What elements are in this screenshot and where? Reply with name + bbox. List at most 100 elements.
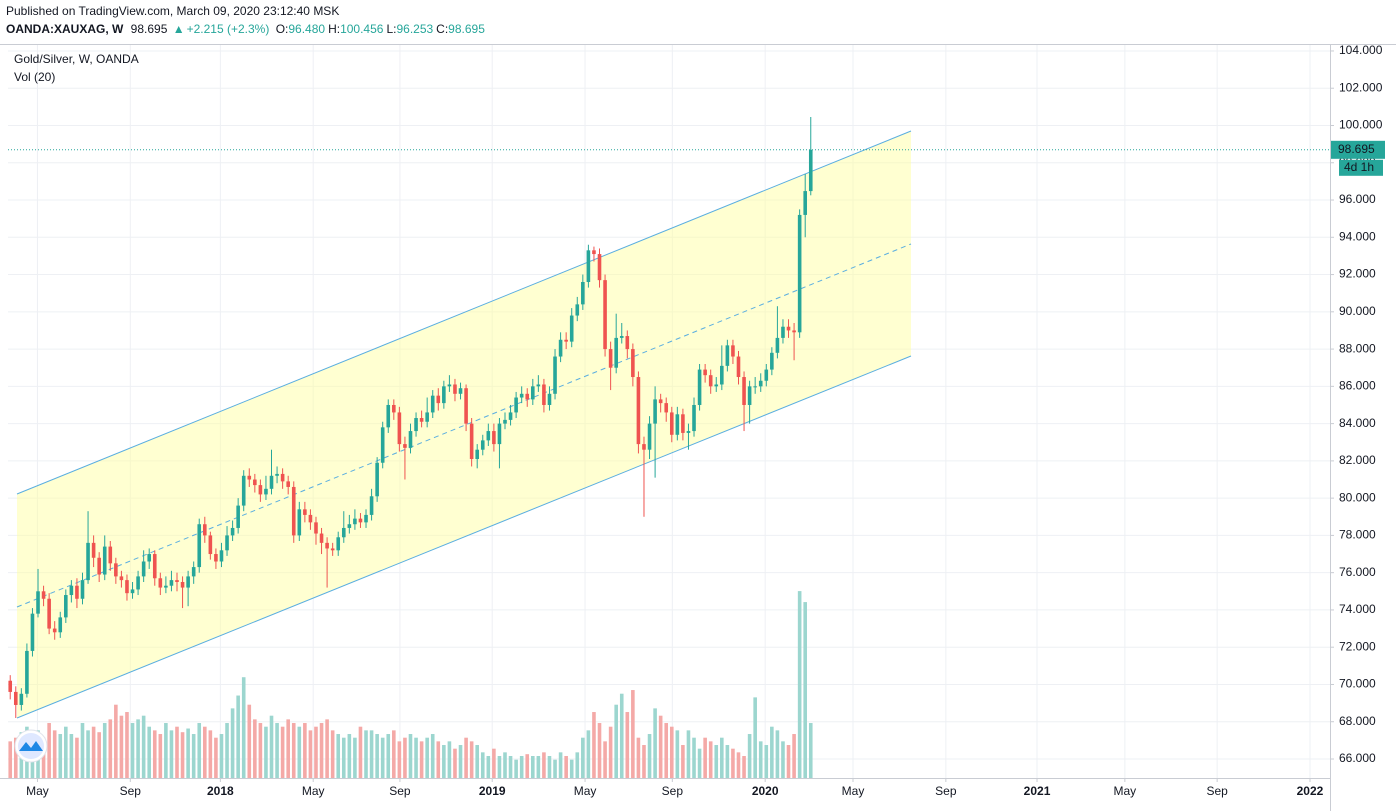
- volume-bar: [553, 759, 557, 778]
- candle-body: [130, 589, 135, 594]
- x-tick-label: 2021: [1024, 784, 1051, 798]
- volume-bar: [247, 704, 252, 778]
- volume-bar: [347, 734, 352, 778]
- candle-body: [180, 581, 185, 588]
- volume-bar: [58, 734, 63, 778]
- ohlc-value: 96.253: [396, 22, 433, 36]
- candle-body: [658, 399, 663, 404]
- x-tick-label: May: [574, 784, 597, 798]
- volume-bar: [369, 730, 374, 778]
- volume-bar: [169, 730, 174, 778]
- volume-bar: [453, 748, 457, 778]
- candle-body: [269, 475, 274, 489]
- volume-bar: [519, 756, 524, 778]
- volume-bar: [492, 748, 496, 778]
- volume-bar: [325, 719, 329, 778]
- y-tick-label: 74.000: [1339, 602, 1376, 616]
- volume-bar: [608, 726, 613, 778]
- candle-body: [497, 423, 502, 445]
- volume-bar: [530, 756, 535, 778]
- volume-bar: [125, 712, 129, 778]
- volume-bar: [97, 732, 101, 778]
- candle-body: [792, 330, 796, 333]
- volume-bar: [736, 752, 741, 778]
- volume-bar: [236, 695, 240, 778]
- candle-body: [358, 518, 363, 523]
- volume-bar: [91, 726, 96, 778]
- candle-body: [230, 527, 235, 536]
- candle-body: [736, 356, 741, 378]
- candle-body: [241, 475, 246, 506]
- volume-bar: [797, 591, 802, 778]
- volume-bar: [141, 715, 146, 778]
- y-tick-label: 88.000: [1339, 341, 1376, 355]
- candle-body: [275, 473, 279, 476]
- y-tick-label: 96.000: [1339, 192, 1376, 206]
- quote-line: OANDA:XAUXAG, W 98.695 ▲ +2.215 (+2.3%) O…: [6, 22, 485, 36]
- volume-bar: [180, 732, 185, 778]
- candle-body: [775, 337, 780, 353]
- volume-bar: [720, 737, 724, 778]
- candle-body: [553, 356, 557, 394]
- volume-bar: [108, 719, 113, 778]
- y-tick-label: 102.000: [1339, 80, 1383, 94]
- volume-bar: [792, 734, 796, 778]
- volume-bar: [619, 693, 624, 778]
- volume-bar: [408, 734, 413, 778]
- volume-bar: [297, 726, 302, 778]
- candle-body: [86, 542, 90, 581]
- x-tick-label: May: [1114, 784, 1137, 798]
- volume-bar: [547, 756, 552, 778]
- candle-body: [214, 554, 218, 562]
- volume-bar: [597, 723, 602, 778]
- candle-body: [586, 250, 591, 283]
- countdown-label: 4d 1h: [1344, 160, 1374, 174]
- candle-body: [653, 399, 657, 424]
- published: Published on TradingView.com, March 09, …: [6, 4, 339, 18]
- header-bg: [0, 0, 1396, 45]
- volume-bar: [525, 754, 530, 778]
- y-tick-label: 94.000: [1339, 229, 1376, 243]
- volume-bar: [625, 712, 630, 778]
- candle-body: [314, 522, 318, 534]
- candle-body: [19, 693, 24, 705]
- volume-bar: [603, 741, 607, 778]
- axes: 66.000 68.000 70.000 72.000 74.000 76.000 78.0…: [26, 43, 1385, 798]
- volume-bar: [69, 734, 74, 778]
- candle-body: [614, 337, 618, 368]
- volume-bar: [631, 690, 635, 778]
- volume-bar: [647, 734, 652, 778]
- candle-body: [803, 191, 808, 215]
- volume-bar: [314, 726, 318, 778]
- x-tick-label: May: [302, 784, 325, 798]
- candle-body: [353, 518, 357, 525]
- candle-body: [141, 561, 146, 577]
- candle-body: [286, 481, 290, 487]
- candle-body: [175, 580, 179, 582]
- volume-bar: [775, 730, 780, 778]
- candle-body: [781, 326, 785, 338]
- y-tick-label: 70.000: [1339, 677, 1376, 691]
- ohlc-key: C:: [436, 22, 448, 36]
- candles: [8, 116, 1330, 719]
- candle-body: [47, 598, 51, 629]
- volume-bar: [86, 730, 90, 778]
- candle-body: [191, 567, 196, 577]
- last: 98.695: [131, 22, 168, 36]
- chart-subtitle: Vol (20): [14, 70, 55, 84]
- volume-bar: [581, 737, 585, 778]
- candle-body: [564, 339, 568, 342]
- candle-body: [152, 554, 157, 579]
- candle-body: [647, 423, 652, 450]
- candle-body: [408, 431, 413, 448]
- candle-body: [581, 282, 585, 305]
- x-tick-label: 2022: [1297, 784, 1324, 798]
- volume-bar: [286, 719, 290, 778]
- ohlc-value: 96.480: [288, 22, 325, 36]
- ohlc-key: O:: [276, 22, 289, 36]
- candle-body: [375, 462, 379, 497]
- volume-bar: [114, 704, 118, 778]
- volume-bar: [742, 756, 746, 778]
- volume-bar: [569, 759, 574, 778]
- volume-bar: [119, 715, 124, 778]
